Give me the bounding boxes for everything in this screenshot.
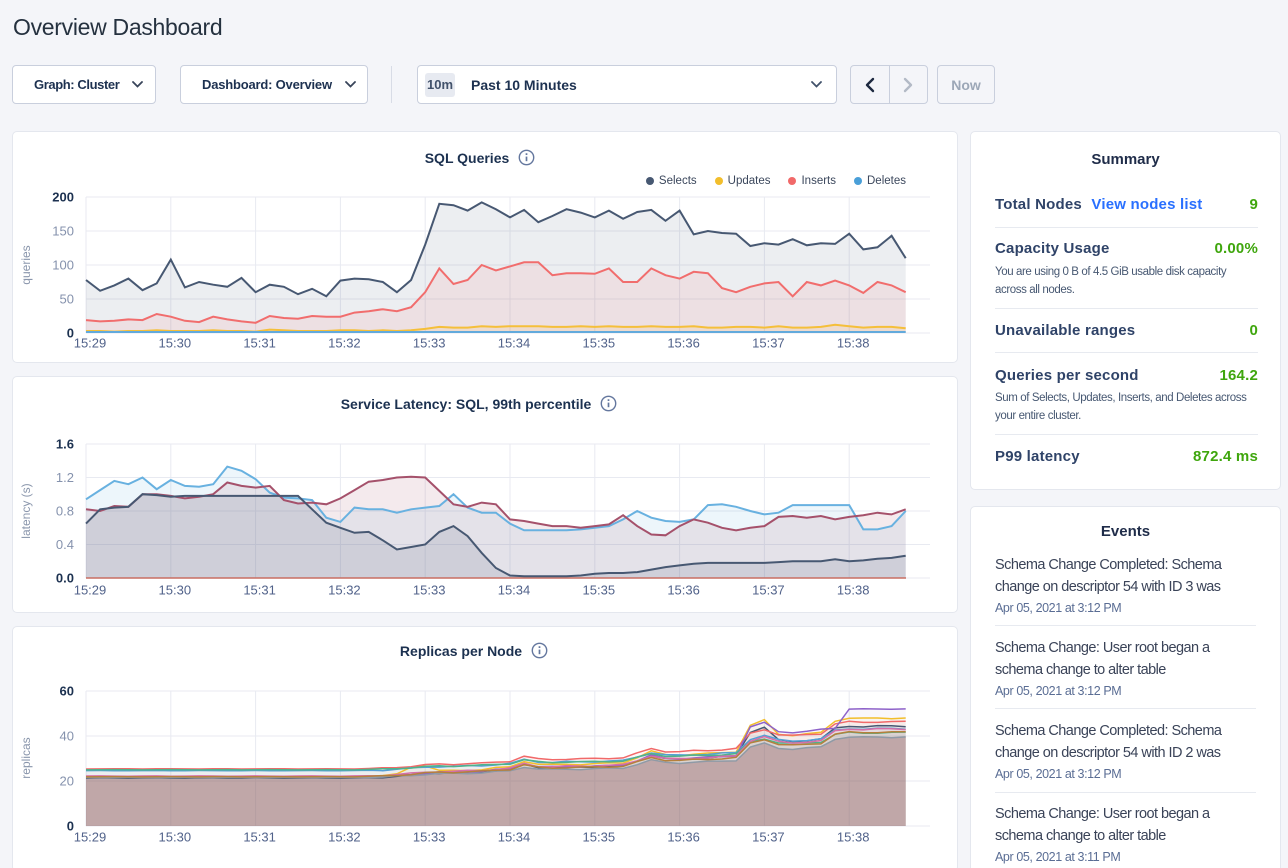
svg-text:15:29: 15:29 — [74, 583, 107, 598]
svg-text:15:29: 15:29 — [74, 830, 107, 845]
svg-text:15:29: 15:29 — [74, 336, 107, 351]
svg-text:15:35: 15:35 — [583, 830, 616, 845]
svg-text:200: 200 — [52, 190, 74, 205]
svg-text:0.4: 0.4 — [56, 537, 74, 552]
svg-text:0: 0 — [67, 819, 74, 834]
svg-text:15:34: 15:34 — [498, 583, 531, 598]
svg-text:50: 50 — [60, 292, 74, 307]
svg-text:15:38: 15:38 — [837, 830, 870, 845]
svg-text:15:34: 15:34 — [498, 830, 531, 845]
svg-text:0.0: 0.0 — [56, 571, 74, 586]
svg-text:latency (s): latency (s) — [19, 483, 33, 538]
svg-text:15:36: 15:36 — [667, 336, 700, 351]
svg-text:15:31: 15:31 — [243, 830, 276, 845]
svg-text:20: 20 — [60, 774, 74, 789]
svg-text:15:37: 15:37 — [752, 830, 785, 845]
svg-text:15:37: 15:37 — [752, 336, 785, 351]
svg-text:15:30: 15:30 — [159, 336, 192, 351]
svg-text:15:30: 15:30 — [159, 583, 192, 598]
svg-text:15:32: 15:32 — [328, 336, 361, 351]
svg-text:15:33: 15:33 — [413, 583, 446, 598]
svg-text:40: 40 — [60, 729, 74, 744]
svg-text:15:34: 15:34 — [498, 336, 531, 351]
svg-text:15:37: 15:37 — [752, 583, 785, 598]
svg-text:150: 150 — [52, 224, 74, 239]
svg-text:15:38: 15:38 — [837, 336, 870, 351]
svg-text:15:30: 15:30 — [159, 830, 192, 845]
svg-text:15:32: 15:32 — [328, 830, 361, 845]
svg-text:15:36: 15:36 — [667, 583, 700, 598]
svg-text:15:35: 15:35 — [583, 583, 616, 598]
svg-text:15:31: 15:31 — [243, 583, 276, 598]
svg-text:15:33: 15:33 — [413, 336, 446, 351]
svg-text:replicas: replicas — [19, 737, 33, 778]
svg-text:15:32: 15:32 — [328, 583, 361, 598]
svg-text:15:38: 15:38 — [837, 583, 870, 598]
svg-text:15:33: 15:33 — [413, 830, 446, 845]
svg-text:15:31: 15:31 — [243, 336, 276, 351]
svg-text:0.8: 0.8 — [56, 504, 74, 519]
svg-text:15:36: 15:36 — [667, 830, 700, 845]
svg-text:1.6: 1.6 — [56, 437, 74, 452]
svg-text:15:35: 15:35 — [583, 336, 616, 351]
svg-text:0: 0 — [67, 326, 74, 341]
svg-text:100: 100 — [52, 258, 74, 273]
svg-text:queries: queries — [19, 245, 33, 284]
svg-text:1.2: 1.2 — [56, 470, 74, 485]
svg-text:60: 60 — [60, 684, 74, 699]
